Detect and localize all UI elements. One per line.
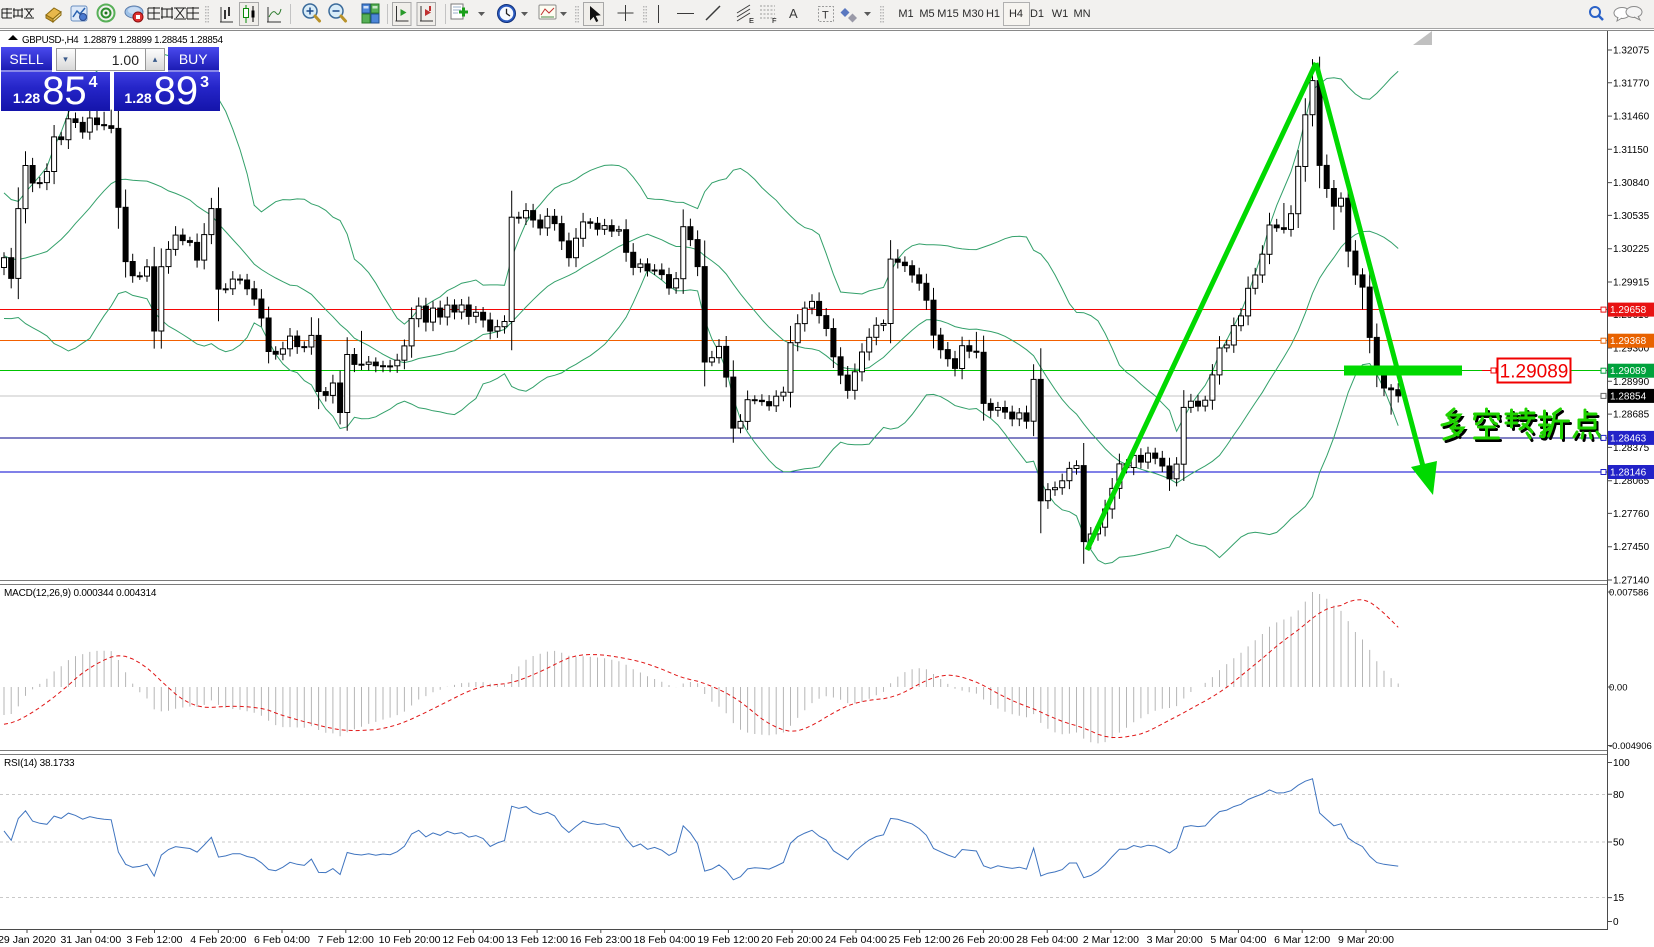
svg-text:50: 50	[1613, 838, 1625, 849]
svg-text:1.28990: 1.28990	[1613, 377, 1650, 388]
svg-text:29 Jan 2020: 29 Jan 2020	[0, 934, 56, 946]
svg-text:15: 15	[1613, 893, 1625, 904]
svg-text:1.31770: 1.31770	[1613, 78, 1650, 89]
svg-text:1.28065: 1.28065	[1613, 476, 1650, 487]
svg-text:1.29300: 1.29300	[1613, 344, 1650, 355]
svg-text:1.29368: 1.29368	[1610, 336, 1647, 347]
svg-text:6 Mar 12:00: 6 Mar 12:00	[1274, 934, 1330, 946]
svg-text:-0.004906: -0.004906	[1609, 741, 1652, 752]
svg-text:1.32075: 1.32075	[1613, 46, 1650, 57]
svg-text:2 Mar 12:00: 2 Mar 12:00	[1083, 934, 1139, 946]
svg-text:F: F	[772, 16, 777, 25]
svg-text:MN: MN	[1073, 8, 1090, 20]
svg-text:18 Feb 04:00: 18 Feb 04:00	[634, 934, 696, 946]
svg-text:0: 0	[1613, 917, 1619, 928]
svg-text:GBPUSD-,H4 1.28879 1.28899 1.: GBPUSD-,H4 1.28879 1.28899 1.28845 1.288…	[22, 35, 224, 46]
svg-text:20 Feb 20:00: 20 Feb 20:00	[761, 934, 823, 946]
svg-text:1.31150: 1.31150	[1613, 145, 1649, 156]
svg-text:1.28375: 1.28375	[1613, 443, 1650, 454]
svg-text:4 Feb 20:00: 4 Feb 20:00	[190, 934, 246, 946]
svg-text:0.00: 0.00	[1609, 683, 1628, 694]
svg-text:A: A	[789, 6, 798, 21]
svg-text:1.27760: 1.27760	[1613, 509, 1650, 520]
svg-text:M30: M30	[962, 8, 983, 20]
svg-text:1.28685: 1.28685	[1613, 410, 1650, 421]
svg-text:RSI(14) 38.1733: RSI(14) 38.1733	[4, 758, 75, 769]
svg-text:6 Feb 04:00: 6 Feb 04:00	[254, 934, 310, 946]
svg-text:W1: W1	[1052, 8, 1069, 20]
svg-text:1.30840: 1.30840	[1613, 178, 1650, 189]
svg-text:E: E	[749, 16, 754, 25]
svg-text:0.007586: 0.007586	[1609, 588, 1649, 599]
svg-text:1.27140: 1.27140	[1613, 576, 1650, 587]
svg-text:1.29915: 1.29915	[1613, 278, 1650, 289]
svg-text:31 Jan 04:00: 31 Jan 04:00	[60, 934, 121, 946]
svg-text:10 Feb 20:00: 10 Feb 20:00	[379, 934, 441, 946]
svg-text:100: 100	[1613, 758, 1630, 769]
svg-text:28 Feb 04:00: 28 Feb 04:00	[1016, 934, 1078, 946]
svg-text:9 Mar 20:00: 9 Mar 20:00	[1338, 934, 1394, 946]
svg-text:H4: H4	[1009, 8, 1023, 20]
svg-text:7 Feb 12:00: 7 Feb 12:00	[318, 934, 374, 946]
svg-text:24 Feb 04:00: 24 Feb 04:00	[825, 934, 887, 946]
svg-text:M5: M5	[919, 8, 934, 20]
svg-text:H1: H1	[986, 8, 1000, 20]
svg-text:1.29089: 1.29089	[1500, 362, 1569, 383]
svg-text:3 Mar 20:00: 3 Mar 20:00	[1147, 934, 1203, 946]
svg-text:D1: D1	[1030, 8, 1044, 20]
svg-text:1.29089: 1.29089	[1610, 366, 1647, 377]
svg-text:T: T	[822, 10, 829, 22]
svg-text:1.30535: 1.30535	[1613, 211, 1650, 222]
svg-text:5 Mar 04:00: 5 Mar 04:00	[1210, 934, 1266, 946]
svg-text:1.27450: 1.27450	[1613, 542, 1650, 553]
svg-text:1.31460: 1.31460	[1613, 112, 1650, 123]
svg-text:13 Feb 12:00: 13 Feb 12:00	[506, 934, 568, 946]
svg-text:M15: M15	[937, 8, 958, 20]
svg-text:1.28854: 1.28854	[1610, 391, 1647, 402]
svg-text:3 Feb 12:00: 3 Feb 12:00	[126, 934, 182, 946]
svg-text:19 Feb 12:00: 19 Feb 12:00	[697, 934, 759, 946]
svg-text:MACD(12,26,9) 0.000344 0.00431: MACD(12,26,9) 0.000344 0.004314	[4, 588, 157, 599]
svg-text:1.30225: 1.30225	[1613, 244, 1650, 255]
svg-text:25 Feb 12:00: 25 Feb 12:00	[889, 934, 951, 946]
svg-text:12 Feb 04:00: 12 Feb 04:00	[442, 934, 504, 946]
svg-text:80: 80	[1613, 790, 1625, 801]
svg-text:M1: M1	[898, 8, 913, 20]
svg-text:1.29658: 1.29658	[1610, 305, 1647, 316]
svg-text:1.28463: 1.28463	[1610, 433, 1647, 444]
svg-text:1.28146: 1.28146	[1610, 468, 1647, 479]
svg-text:16 Feb 23:00: 16 Feb 23:00	[570, 934, 632, 946]
svg-text:26 Feb 20:00: 26 Feb 20:00	[952, 934, 1014, 946]
